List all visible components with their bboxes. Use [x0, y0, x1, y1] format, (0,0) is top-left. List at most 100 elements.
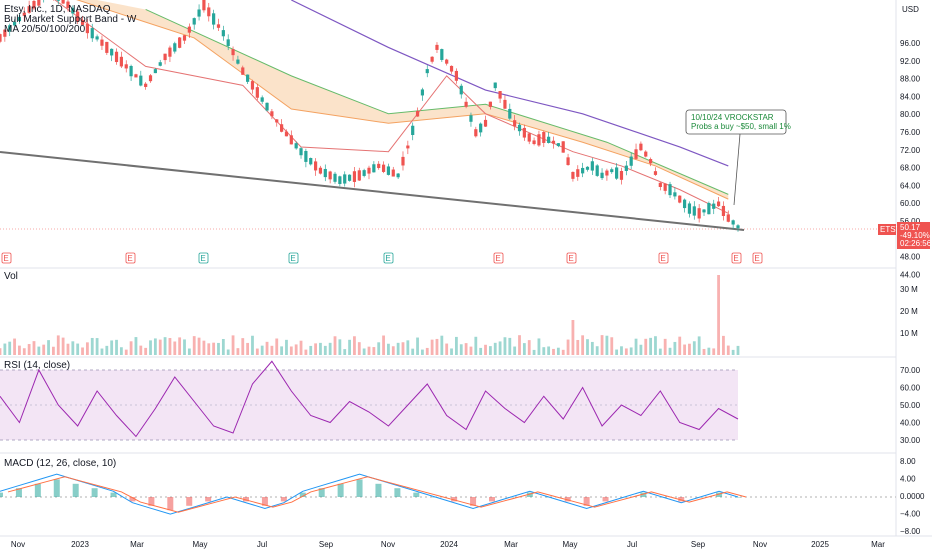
macd-hist-bar [129, 497, 136, 502]
time-tick: May [562, 540, 577, 549]
candle-body [241, 67, 245, 75]
price-tick: 44.00 [900, 270, 921, 279]
time-tick: Nov [381, 540, 395, 549]
volume-bar [474, 336, 478, 355]
candle-body [32, 0, 36, 9]
candle-body [430, 56, 434, 62]
candle-body [17, 16, 22, 22]
volume-bar [236, 348, 240, 355]
volume-bar [56, 335, 60, 355]
volume-bar [479, 347, 483, 355]
earnings-marker-label: E [495, 254, 500, 263]
volume-bar [265, 341, 269, 355]
volume-bar [658, 348, 662, 355]
volume-bar [294, 344, 298, 355]
indicator-ma[interactable]: MA 20/50/100/200 [4, 24, 86, 35]
volume-bar [736, 345, 740, 355]
volume-tick: 30 M [900, 285, 918, 294]
candle-body [445, 59, 449, 64]
volume-bar [717, 275, 720, 355]
candle-body [328, 171, 332, 180]
volume-bar [668, 347, 672, 355]
candle-body [381, 164, 386, 172]
candle-body [595, 165, 599, 176]
candle-body [653, 171, 658, 175]
candle-body [158, 62, 162, 66]
rsi-tick: 50.00 [900, 401, 921, 410]
rsi-tick: 60.00 [900, 384, 921, 393]
candle-body [202, 0, 206, 11]
volume-bar [163, 337, 167, 355]
indicator-bull-band[interactable]: Bull Market Support Band - W [4, 14, 137, 25]
volume-bar [683, 344, 686, 355]
candle-body [153, 69, 157, 74]
candle-body [503, 99, 507, 109]
candle-body [663, 183, 667, 191]
candle-body [547, 136, 551, 143]
candle-body [313, 161, 318, 171]
candle-body [420, 89, 425, 96]
ma20-line [54, 0, 729, 214]
rsi-axis-ticks: 70.00 60.00 50.00 40.00 30.00 [900, 366, 921, 445]
candle-body [488, 101, 492, 107]
trendline[interactable] [0, 151, 745, 231]
candle-body [27, 6, 31, 13]
candle-body [284, 131, 289, 137]
candle-body [95, 36, 99, 40]
macd-hist-bar [451, 497, 458, 502]
price-axis-ticks: 96.00 92.00 88.00 84.00 80.00 76.00 72.00 68.00… [900, 39, 921, 279]
candle-body [493, 82, 497, 89]
candle-body [178, 37, 182, 48]
candle-body [216, 24, 221, 28]
macd-hist-bar [0, 492, 3, 497]
volume-axis-ticks: 30 M 20 M 10 M [900, 285, 918, 338]
candle-body [226, 39, 230, 46]
volume-bar [110, 340, 114, 355]
signal-line [7, 476, 747, 513]
volume-bar [13, 338, 16, 355]
volume-bar [304, 349, 308, 355]
volume-label[interactable]: Vol [4, 271, 18, 282]
candle-body [391, 169, 395, 177]
candle-body [212, 13, 216, 25]
candle-body [163, 53, 167, 61]
candle-body [610, 169, 614, 173]
candle-body [522, 127, 526, 138]
candle-body [139, 75, 143, 86]
volume-bar [634, 338, 638, 355]
candle-body [658, 182, 662, 188]
price-tick: 88.00 [900, 75, 921, 84]
earnings-marker [731, 252, 742, 264]
ma50-line [76, 0, 729, 200]
time-tick: 2024 [440, 540, 458, 549]
candle-body [726, 214, 730, 222]
candle-body [411, 125, 415, 135]
currency-label: USD [902, 5, 919, 14]
macd-label[interactable]: MACD (12, 26, close, 10) [4, 458, 116, 469]
candle-body [66, 1, 70, 8]
volume-bar [178, 337, 182, 355]
volume-bar [42, 344, 46, 355]
candle-body [469, 115, 473, 122]
earnings-marker-label: E [3, 254, 8, 263]
rsi-label[interactable]: RSI (14, close) [4, 360, 70, 371]
candle-body [668, 184, 672, 196]
candle-body [707, 202, 711, 215]
candle-body [221, 30, 225, 37]
chart-background [0, 0, 896, 550]
price-tick: 56.00 [900, 217, 921, 226]
macd-hist-bar [735, 497, 741, 498]
macd-tick: 8.00 [900, 457, 916, 466]
volume-bar [353, 336, 356, 355]
candle-body [561, 141, 565, 153]
candle-body [173, 43, 177, 52]
volume-bar [377, 342, 381, 355]
volume-bar [95, 338, 99, 355]
symbol-title[interactable]: Etsy, Inc., 1D, NASDAQ [4, 4, 111, 15]
annotation-box[interactable] [685, 109, 787, 135]
macd-hist-bar [337, 483, 344, 497]
candle-body [299, 148, 303, 156]
volume-bar [202, 340, 206, 355]
